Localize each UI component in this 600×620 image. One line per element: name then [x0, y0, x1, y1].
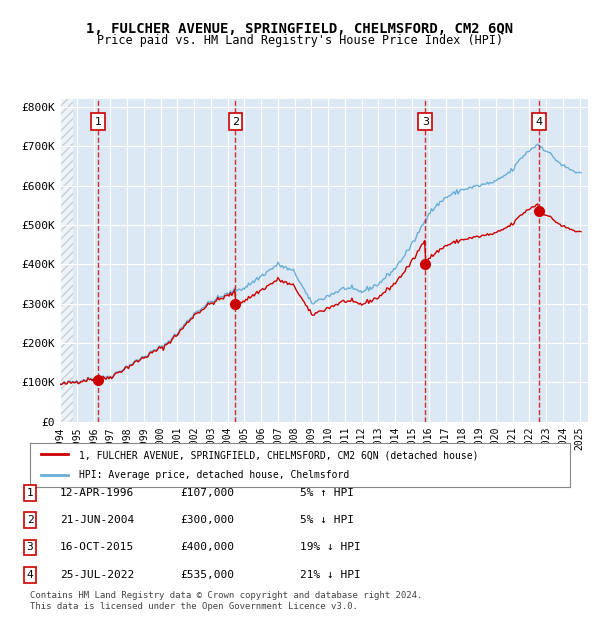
Text: 3: 3 — [26, 542, 34, 552]
Text: 21-JUN-2004: 21-JUN-2004 — [60, 515, 134, 525]
Text: 4: 4 — [535, 117, 542, 126]
Text: 21% ↓ HPI: 21% ↓ HPI — [300, 570, 361, 580]
Text: £300,000: £300,000 — [180, 515, 234, 525]
Text: HPI: Average price, detached house, Chelmsford: HPI: Average price, detached house, Chel… — [79, 471, 349, 480]
Text: 3: 3 — [422, 117, 429, 126]
Text: 4: 4 — [26, 570, 34, 580]
Text: 5% ↓ HPI: 5% ↓ HPI — [300, 515, 354, 525]
Text: 19% ↓ HPI: 19% ↓ HPI — [300, 542, 361, 552]
Text: 1, FULCHER AVENUE, SPRINGFIELD, CHELMSFORD, CM2 6QN: 1, FULCHER AVENUE, SPRINGFIELD, CHELMSFO… — [86, 22, 514, 36]
Text: £400,000: £400,000 — [180, 542, 234, 552]
Text: £535,000: £535,000 — [180, 570, 234, 580]
Text: 5% ↑ HPI: 5% ↑ HPI — [300, 488, 354, 498]
Text: 1, FULCHER AVENUE, SPRINGFIELD, CHELMSFORD, CM2 6QN (detached house): 1, FULCHER AVENUE, SPRINGFIELD, CHELMSFO… — [79, 450, 478, 460]
Text: 2: 2 — [26, 515, 34, 525]
Text: 16-OCT-2015: 16-OCT-2015 — [60, 542, 134, 552]
Text: 2: 2 — [232, 117, 239, 126]
Text: 12-APR-1996: 12-APR-1996 — [60, 488, 134, 498]
Text: Contains HM Land Registry data © Crown copyright and database right 2024.
This d: Contains HM Land Registry data © Crown c… — [30, 591, 422, 611]
Text: Price paid vs. HM Land Registry's House Price Index (HPI): Price paid vs. HM Land Registry's House … — [97, 34, 503, 47]
Text: 1: 1 — [26, 488, 34, 498]
Text: £107,000: £107,000 — [180, 488, 234, 498]
Text: 1: 1 — [95, 117, 102, 126]
Text: 25-JUL-2022: 25-JUL-2022 — [60, 570, 134, 580]
